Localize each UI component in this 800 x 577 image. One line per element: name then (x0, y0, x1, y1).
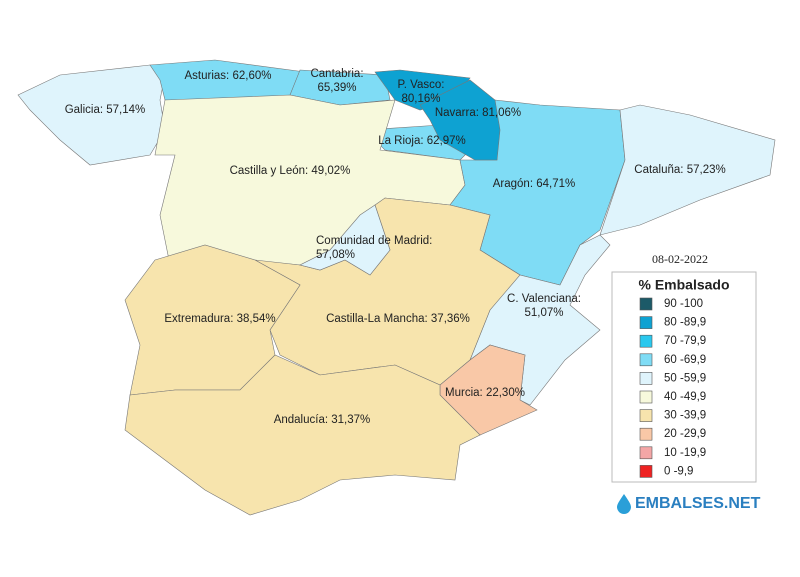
region-cataluna (599, 104, 776, 236)
legend-label: 80 -89,9 (664, 317, 706, 329)
region-andalucia (124, 354, 481, 516)
legend-swatch (639, 390, 653, 404)
region-label: Cantabria: 65,39% (310, 68, 363, 94)
region-value: 22,30% (486, 387, 525, 399)
region-name: Asturias: (185, 70, 230, 82)
region-value: 37,36% (431, 313, 470, 325)
region-name: Cataluña: (634, 164, 683, 176)
legend-label: 0 -9,9 (664, 465, 693, 477)
legend-swatch (639, 372, 653, 385)
region-name: Extremadura: (164, 313, 233, 325)
legend-swatch (639, 297, 653, 311)
legend-label: 90 -100 (664, 298, 703, 310)
region-label: Castilla y León: 49,02% (230, 165, 351, 177)
region-label: Murcia: 22,30% (445, 387, 525, 399)
logo: EMBALSES.NET (617, 494, 761, 514)
region-value: 62,60% (232, 70, 271, 82)
legend-label: 40 -49,9 (664, 391, 706, 403)
legend-box (611, 271, 757, 483)
region-name: Comunidad de Madrid: (316, 235, 432, 247)
region-label: Cataluña: 57,23% (634, 164, 725, 176)
region-value: 81,06% (482, 107, 521, 119)
region-labels: Galicia: 57,14% Asturias: 62,60% Cantabr… (65, 68, 726, 426)
region-label: Navarra: 81,06% (435, 107, 521, 119)
legend-swatch (639, 316, 653, 329)
legend-label: 50 -59,9 (664, 372, 706, 384)
region-name: Navarra: (435, 107, 479, 119)
region-label: P. Vasco: 80,16% (398, 79, 445, 105)
region-value: 31,37% (331, 414, 370, 426)
region-label: Asturias: 62,60% (185, 70, 272, 82)
logo-drop (617, 494, 631, 514)
region-name: Castilla-La Mancha: (326, 313, 428, 325)
region-value: 57,08% (316, 249, 355, 261)
region-value: 57,14% (106, 104, 145, 116)
region-name: Andalucía: (274, 414, 328, 426)
region-label: La Rioja: 62,97% (378, 135, 466, 147)
region-navarra (419, 79, 501, 161)
region-label: Aragón: 64,71% (493, 178, 576, 190)
legend: % Embalsado 90 -100 80 -89,9 70 -79,9 60 -6… (611, 271, 757, 483)
legend-title: % Embalsado (638, 277, 729, 293)
region-name: Cantabria: (310, 68, 363, 80)
legend-swatch (639, 409, 653, 422)
legend-swatch (639, 427, 653, 441)
legend-label: 10 -19,9 (664, 447, 706, 459)
legend-swatch (639, 353, 653, 367)
region-name: Castilla y León: (230, 165, 309, 177)
region-label: Galicia: 57,14% (65, 104, 146, 116)
logo-text: EMBALSES.NET (635, 495, 761, 512)
region-value: 51,07% (524, 307, 563, 319)
legend-swatch (639, 334, 653, 348)
legend-label: 30 -39,9 (664, 410, 706, 422)
region-value: 65,39% (317, 82, 356, 94)
region-label: Extremadura: 38,54% (164, 313, 275, 325)
legend-swatch (639, 465, 653, 478)
region-name: Aragón: (493, 178, 533, 190)
region-name: P. Vasco: (398, 79, 445, 91)
region-value: 80,16% (401, 93, 440, 105)
region-label: C. Valenciana: 51,07% (507, 293, 581, 319)
region-value: 38,54% (237, 313, 276, 325)
region-value: 49,02% (311, 165, 350, 177)
region-name: La Rioja: (378, 135, 423, 147)
regions (17, 59, 776, 516)
legend-label: 20 -29,9 (664, 428, 706, 440)
region-value: 62,97% (427, 135, 466, 147)
region-value: 57,23% (687, 164, 726, 176)
legend-swatch (639, 446, 653, 460)
legend-label: 60 -69,9 (664, 354, 706, 366)
legend-label: 70 -79,9 (664, 335, 706, 347)
region-madrid (299, 204, 391, 276)
region-label: Comunidad de Madrid: 57,08% (316, 235, 436, 261)
region-name: C. Valenciana: (507, 293, 581, 305)
region-name: Galicia: (65, 104, 103, 116)
region-name: Murcia: (445, 387, 483, 399)
date: 08-02-2022 (652, 252, 708, 266)
region-label: Castilla-La Mancha: 37,36% (326, 313, 470, 325)
region-value: 64,71% (536, 178, 575, 190)
region-label: Andalucía: 31,37% (274, 414, 371, 426)
